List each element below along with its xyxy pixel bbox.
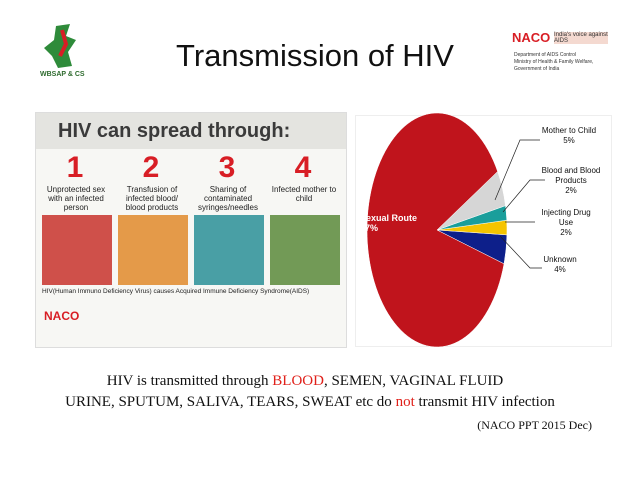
leader-lines xyxy=(494,139,545,269)
item-number: 4 xyxy=(294,151,312,184)
logo-tagline: India's voice against AIDS xyxy=(554,32,608,44)
item-label: Infected mother to child xyxy=(271,185,337,203)
item-picture xyxy=(194,215,264,285)
left-logo-text: WBSAP & CS xyxy=(40,71,85,78)
item-label: Transfusion of infected blood/ blood pro… xyxy=(125,185,179,212)
logo-line: Ministry of Health & Family Welfare, Gov… xyxy=(514,59,594,72)
text: URINE, SPUTUM, SALIVA, TEARS, SWEAT etc … xyxy=(65,394,396,410)
source: (NACO PPT 2015 Dec) xyxy=(477,418,592,432)
item-label: Unprotected sex with an infected person xyxy=(46,185,106,212)
infographic: HIV can spread through: 1 Unprotected sex… xyxy=(35,112,347,348)
item-label: Sharing of contaminated syringes/needles xyxy=(197,185,259,212)
pie-panel xyxy=(355,115,612,347)
pie-label: Blood and Blood Products 2% xyxy=(536,166,606,196)
text: transmit HIV infection xyxy=(414,394,555,410)
text-line-2: URINE, SPUTUM, SALIVA, TEARS, SWEAT etc … xyxy=(0,394,620,411)
pie-label: Sexual Route 87% xyxy=(360,213,420,233)
title: Transmission of HIV xyxy=(176,38,454,73)
item-number: 3 xyxy=(218,151,236,184)
pie-value-label: 5% xyxy=(563,136,575,145)
logo-line: Department of AIDS Control xyxy=(514,52,576,58)
infographic-logo: NACO xyxy=(44,309,80,323)
pie-category: Sexual Route xyxy=(360,213,418,223)
logo-name: NACO xyxy=(512,30,551,45)
text: , SEMEN, VAGINAL FLUID xyxy=(323,373,504,389)
pie-value-label: 2% xyxy=(560,228,572,237)
pie-value-label: 4% xyxy=(554,265,566,274)
item-number: 2 xyxy=(142,151,160,184)
pie-value-label: 87% xyxy=(360,223,379,233)
text-line-1: HIV is transmitted through BLOOD, SEMEN,… xyxy=(0,373,610,390)
pie-category: Injecting Drug Use xyxy=(541,208,591,227)
infographic-heading: HIV can spread through: xyxy=(58,120,291,142)
right-logo: NACO India's voice against AIDS Departme… xyxy=(508,28,608,94)
pie-category: Mother to Child xyxy=(541,126,597,135)
item-picture xyxy=(42,215,112,285)
logo-lines: Department of AIDS Control Ministry of H… xyxy=(514,52,608,73)
text-highlight: not xyxy=(395,394,415,410)
pie-value-label: 2% xyxy=(565,186,577,195)
pie-slice xyxy=(366,112,505,348)
item-number: 1 xyxy=(66,151,84,184)
text: HIV is transmitted through xyxy=(106,373,273,389)
pie-category: Blood and Blood Products xyxy=(541,166,601,185)
left-logo xyxy=(44,24,76,68)
pie-label: Unknown 4% xyxy=(540,255,580,275)
item-picture xyxy=(118,215,188,285)
heading-bar xyxy=(36,113,346,149)
pie-label: Injecting Drug Use 2% xyxy=(538,208,594,238)
pie-category: Unknown xyxy=(543,255,577,264)
text-highlight: BLOOD xyxy=(272,373,324,389)
item-picture xyxy=(270,215,340,285)
pie-label: Mother to Child 5% xyxy=(538,126,600,146)
infographic-footer: HIV(Human Immuno Deficiency Virus) cause… xyxy=(42,288,310,295)
